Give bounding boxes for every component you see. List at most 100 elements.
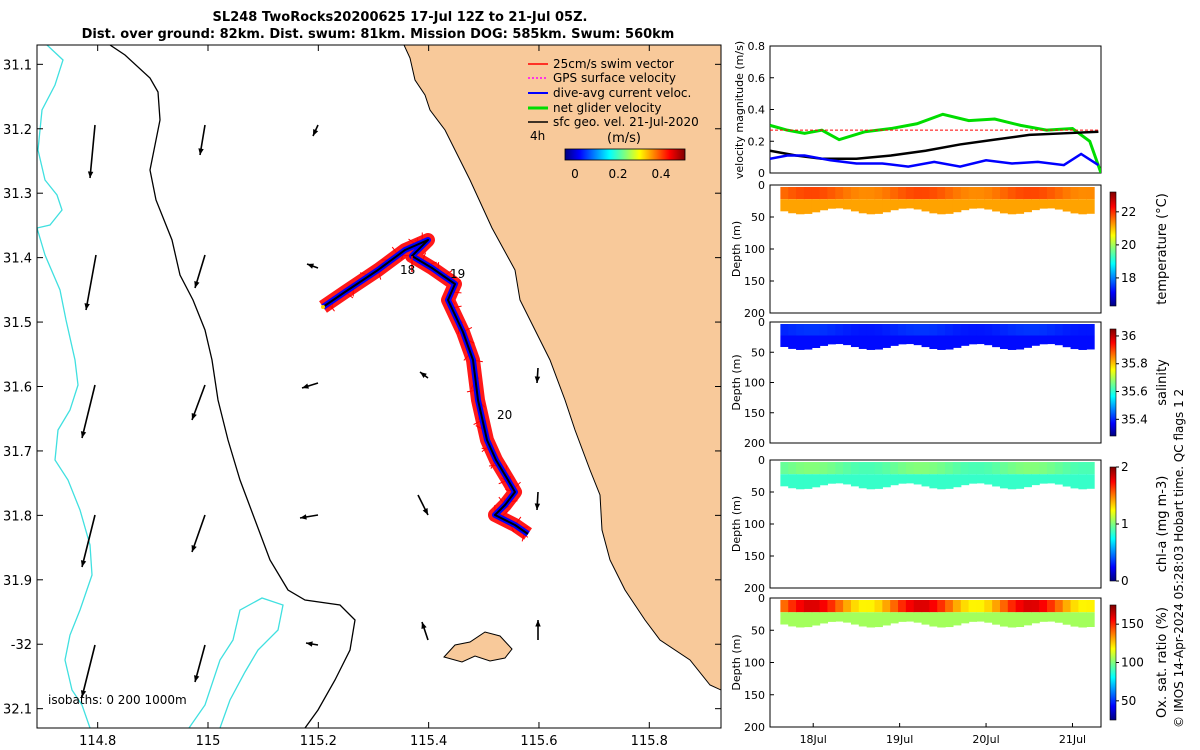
section-cell (1023, 335, 1032, 348)
section-cell (960, 462, 970, 475)
section-cell (858, 474, 868, 489)
section-cell (882, 324, 891, 336)
section-cell (976, 187, 985, 200)
section-cell (866, 199, 876, 215)
section-y-axis-label: Depth (m) (730, 634, 743, 690)
section-cell (1023, 199, 1032, 213)
section-cell (819, 462, 829, 475)
section-cell (1070, 335, 1080, 350)
section-cell (905, 199, 915, 209)
section-cell (850, 462, 860, 475)
geo-arrow-head (87, 171, 94, 178)
section-cell (929, 335, 938, 349)
section-cell (858, 462, 868, 475)
section-cell (1070, 187, 1080, 200)
time-tick-label: 20Jul (972, 733, 999, 746)
section-cell (1054, 324, 1064, 336)
section-y-tick-label: 0 (758, 179, 765, 192)
section-cell (898, 199, 907, 209)
section-cell (1039, 324, 1048, 336)
section-cell (984, 324, 993, 336)
lat-tick-label: -32 (11, 638, 32, 653)
section-cell (890, 462, 899, 475)
section-cell (858, 324, 868, 336)
geo-arrow-head (534, 376, 541, 383)
section-cell (1086, 335, 1095, 350)
surface-geostrophic-arrows (80, 124, 541, 698)
section-colorbar (1109, 604, 1117, 721)
section-cell (1086, 324, 1095, 336)
section-cell (866, 324, 876, 336)
section-cell (1007, 335, 1017, 350)
section-cell (999, 335, 1009, 350)
section-y-tick-label: 0 (758, 454, 765, 467)
section-cell (1039, 612, 1048, 622)
section-cell (1031, 187, 1040, 200)
section-cell (796, 612, 805, 628)
section-cell (999, 600, 1009, 613)
section-y-tick-label: 100 (744, 243, 765, 256)
section-cell (890, 600, 899, 613)
day-label-20: 20 (497, 408, 512, 422)
section-cell (929, 199, 938, 214)
section-cell (858, 199, 868, 214)
section-cell (960, 187, 970, 200)
velocity-y-axis-label: velocity magnitude (m/s) (733, 41, 746, 179)
section-cell (976, 324, 985, 336)
section-cell (929, 324, 938, 336)
colorbar-label: salinity (1155, 359, 1170, 406)
legend-label-net: net glider velocity (553, 101, 661, 115)
section-cell (1023, 324, 1032, 336)
section-cell (992, 199, 1001, 212)
section-cell (1062, 474, 1072, 487)
section-cell (1007, 612, 1017, 628)
section-cell (843, 187, 852, 200)
section-cell (803, 474, 813, 489)
section-cell (835, 474, 844, 484)
section-cell (866, 335, 876, 350)
section-cell (803, 335, 813, 350)
section-cell (984, 600, 993, 613)
section-cell (811, 612, 821, 626)
section-cell (835, 324, 844, 336)
section-cell (874, 335, 883, 350)
section-cell (811, 187, 821, 200)
section-cell (1039, 474, 1048, 484)
section-cell (937, 474, 946, 490)
section-cell (890, 612, 899, 624)
section-cell (921, 324, 930, 336)
section-cell (780, 199, 789, 212)
lon-tick-label: 115.4 (410, 734, 447, 749)
section-cell (796, 462, 805, 475)
section-cell (945, 474, 954, 489)
section-cell (937, 600, 946, 613)
section-cell (874, 474, 883, 489)
section-cell (819, 199, 829, 211)
section-cell (1023, 462, 1032, 475)
section-cell (1047, 462, 1056, 475)
section-cell (1039, 187, 1048, 200)
section-cell (835, 600, 844, 613)
section-cell (905, 187, 915, 200)
colorbar-tick-0: 0 (571, 167, 579, 181)
section-cell (952, 187, 962, 200)
section-cell (921, 612, 930, 625)
section-cell (874, 462, 883, 475)
section-cell (960, 474, 970, 486)
section-cell (1078, 199, 1087, 215)
velocity-series-group (770, 112, 1101, 173)
section-cell (827, 324, 836, 336)
section-cell (882, 612, 891, 626)
section-cell (811, 335, 821, 348)
colorbar-tick-2: 0.4 (651, 167, 670, 181)
section-cell (921, 335, 930, 348)
time-tick-label: 21Jul (1059, 733, 1086, 746)
velocity-y-tick-label: 0 (758, 167, 765, 180)
section-cell (1078, 187, 1087, 200)
section-cell (803, 462, 813, 475)
colorbar-tick-label: 0 (1121, 574, 1129, 588)
section-cell (1062, 600, 1072, 613)
section-cell (984, 199, 993, 210)
section-cell (913, 187, 923, 200)
geo-arrow-head (80, 431, 87, 438)
